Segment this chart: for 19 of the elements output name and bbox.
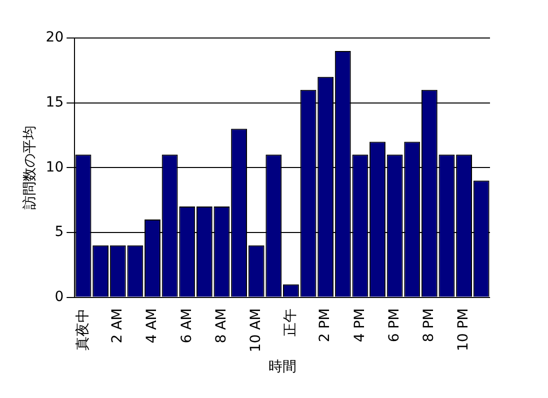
x-tick-label: 4 PM <box>352 308 368 342</box>
x-tick-label: 正午 <box>282 308 299 336</box>
x-tick-label: 6 AM <box>178 308 195 344</box>
x-axis-title: 時間 <box>268 359 296 376</box>
x-tick-label: 8 AM <box>213 308 230 344</box>
x-tick-label: 2 PM <box>317 308 334 342</box>
y-axis-title: 訪問数の平均 <box>22 126 38 210</box>
x-tick-label: 2 AM <box>110 308 126 344</box>
x-tick-label: 6 PM <box>386 308 402 342</box>
x-tick-label: 真夜中 <box>74 308 91 350</box>
x-tick-label: 10 AM <box>248 308 264 352</box>
x-tick-label: 8 PM <box>421 308 438 342</box>
y-tick-label: 10 <box>46 159 64 176</box>
y-tick-label: 20 <box>46 30 64 46</box>
y-tick-label: 0 <box>54 288 64 305</box>
x-tick-label: 10 PM <box>456 308 472 352</box>
x-tick-label: 4 AM <box>144 308 160 344</box>
y-tick-label: 15 <box>46 94 64 110</box>
y-tick-label: 5 <box>54 224 64 240</box>
